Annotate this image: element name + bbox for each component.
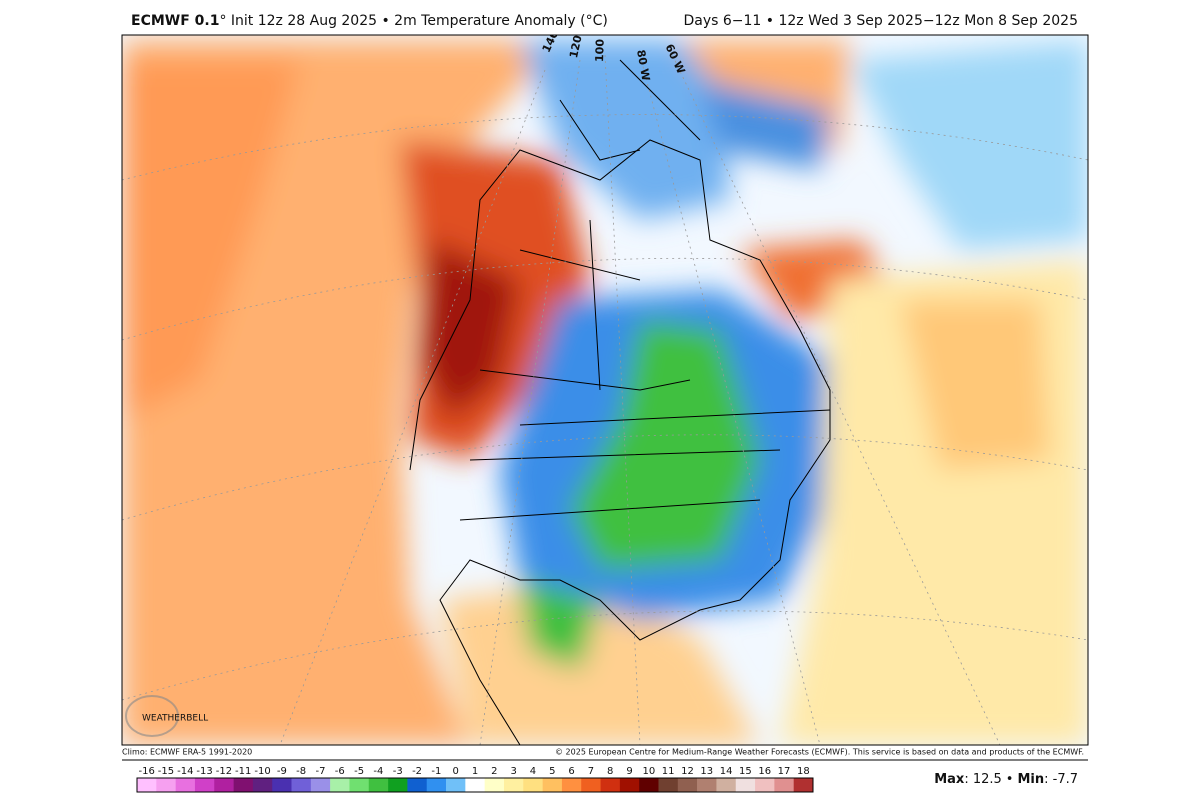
color-swatch	[137, 778, 157, 792]
period: Days 6−11 • 12z Wed 3 Sep 2025−12z Mon 8…	[683, 13, 1078, 29]
colorbar-label: 1	[472, 766, 478, 777]
colorbar-label: -5	[354, 766, 364, 777]
color-swatch	[368, 778, 389, 792]
colorbar-label: 3	[510, 766, 516, 777]
colorbar-label: 13	[700, 766, 713, 777]
title: ECMWF 0.1° Init 12z 28 Aug 2025 • 2m Tem…	[131, 13, 608, 29]
colorbar-frame	[136, 777, 814, 793]
logo: WEATHERBELL	[142, 714, 208, 724]
colorbar-label: -12	[216, 766, 232, 777]
color-swatch	[388, 778, 408, 792]
map-frame	[121, 34, 1089, 746]
color-swatch	[600, 778, 621, 792]
colorbar-label: 5	[549, 766, 555, 777]
color-swatch	[291, 778, 312, 792]
colorbar-label: 12	[681, 766, 694, 777]
color-swatch	[658, 778, 679, 792]
color-swatch	[407, 778, 428, 792]
colorbar-label: -16	[138, 766, 154, 777]
colorbar-label: -2	[412, 766, 422, 777]
color-swatch	[484, 778, 505, 792]
color-swatch	[252, 778, 273, 792]
color-swatch	[755, 778, 775, 792]
colorbar-label: -8	[296, 766, 306, 777]
anomaly-field	[122, 40, 1088, 745]
colorbar-label: 2	[491, 766, 497, 777]
colorbar-label: 8	[607, 766, 613, 777]
longitude-label: 80 W	[634, 49, 652, 82]
colorbar-label: 14	[720, 766, 733, 777]
color-swatch	[697, 778, 717, 792]
color-swatch	[677, 778, 698, 792]
color-swatch	[175, 778, 196, 792]
colorbar-label: -6	[335, 766, 345, 777]
colorbar-label: 15	[739, 766, 752, 777]
colorbar-label: 18	[797, 766, 810, 777]
title-rest: ° Init 12z 28 Aug 2025 • 2m Temperature …	[219, 13, 607, 29]
colorbar-label: 9	[626, 766, 632, 777]
colorbar-label: 17	[778, 766, 791, 777]
colorbar-label: 16	[758, 766, 771, 777]
colorbar-label: -11	[235, 766, 251, 777]
min-value: : -7.7	[1044, 772, 1078, 787]
climo-note: Climo: ECMWF ERA-5 1991-2020	[122, 748, 252, 757]
color-swatch	[214, 778, 234, 792]
separator: •	[1006, 772, 1014, 787]
borders	[409, 59, 831, 745]
color-swatch	[446, 778, 466, 792]
color-swatch	[561, 778, 582, 792]
copyright: © 2025 European Centre for Medium-Range …	[555, 748, 1084, 757]
color-swatch	[310, 778, 331, 792]
colorbar: -16 -15 -14 -13 -12 -11 -10 -9 -8 -7 -6 -5 -4 -3 -2 -1 0…	[136, 766, 814, 793]
color-swatch	[774, 778, 794, 792]
colorbar-label: 11	[662, 766, 675, 777]
color-swatch	[330, 778, 350, 792]
color-swatch	[194, 778, 215, 792]
color-swatch	[716, 778, 737, 792]
color-swatch	[793, 778, 814, 792]
longitude-label: 100 W	[593, 23, 607, 62]
colorbar-label: -10	[254, 766, 270, 777]
color-swatch	[619, 778, 640, 792]
colorbar-label: 0	[452, 766, 458, 777]
map: 140 W 120 W 100 W 80 W 60 W WEATHERBELL	[122, 23, 1088, 745]
color-swatch	[156, 778, 176, 792]
title-bold: ECMWF 0.1	[131, 13, 219, 29]
colorbar-label: -13	[196, 766, 212, 777]
max-value: : 12.5	[964, 772, 1001, 787]
logo-swirl	[125, 695, 179, 737]
colorbar-label: -7	[315, 766, 325, 777]
colorbar-label: 7	[588, 766, 594, 777]
color-swatch	[426, 778, 447, 792]
color-swatch	[639, 778, 659, 792]
colorbar-label: -9	[277, 766, 287, 777]
color-swatch	[349, 778, 370, 792]
max-label: Max	[934, 772, 965, 787]
min-label: Min	[1017, 772, 1044, 787]
colorbar-label: -1	[431, 766, 441, 777]
color-swatch	[542, 778, 563, 792]
colorbar-label: 10	[642, 766, 655, 777]
colorbar-label: -4	[373, 766, 383, 777]
colorbar-label: 6	[568, 766, 574, 777]
colorbar-label: -3	[393, 766, 403, 777]
color-swatch	[523, 778, 543, 792]
color-swatch	[272, 778, 292, 792]
color-swatch	[233, 778, 254, 792]
color-swatch	[503, 778, 524, 792]
colorbar-label: -15	[158, 766, 174, 777]
color-swatch	[735, 778, 756, 792]
color-swatch	[581, 778, 601, 792]
colorbar-label: -14	[177, 766, 193, 777]
colorbar-label: 4	[530, 766, 536, 777]
stats: Max: 12.5 • Min: -7.7	[934, 772, 1078, 787]
color-swatch	[465, 778, 485, 792]
